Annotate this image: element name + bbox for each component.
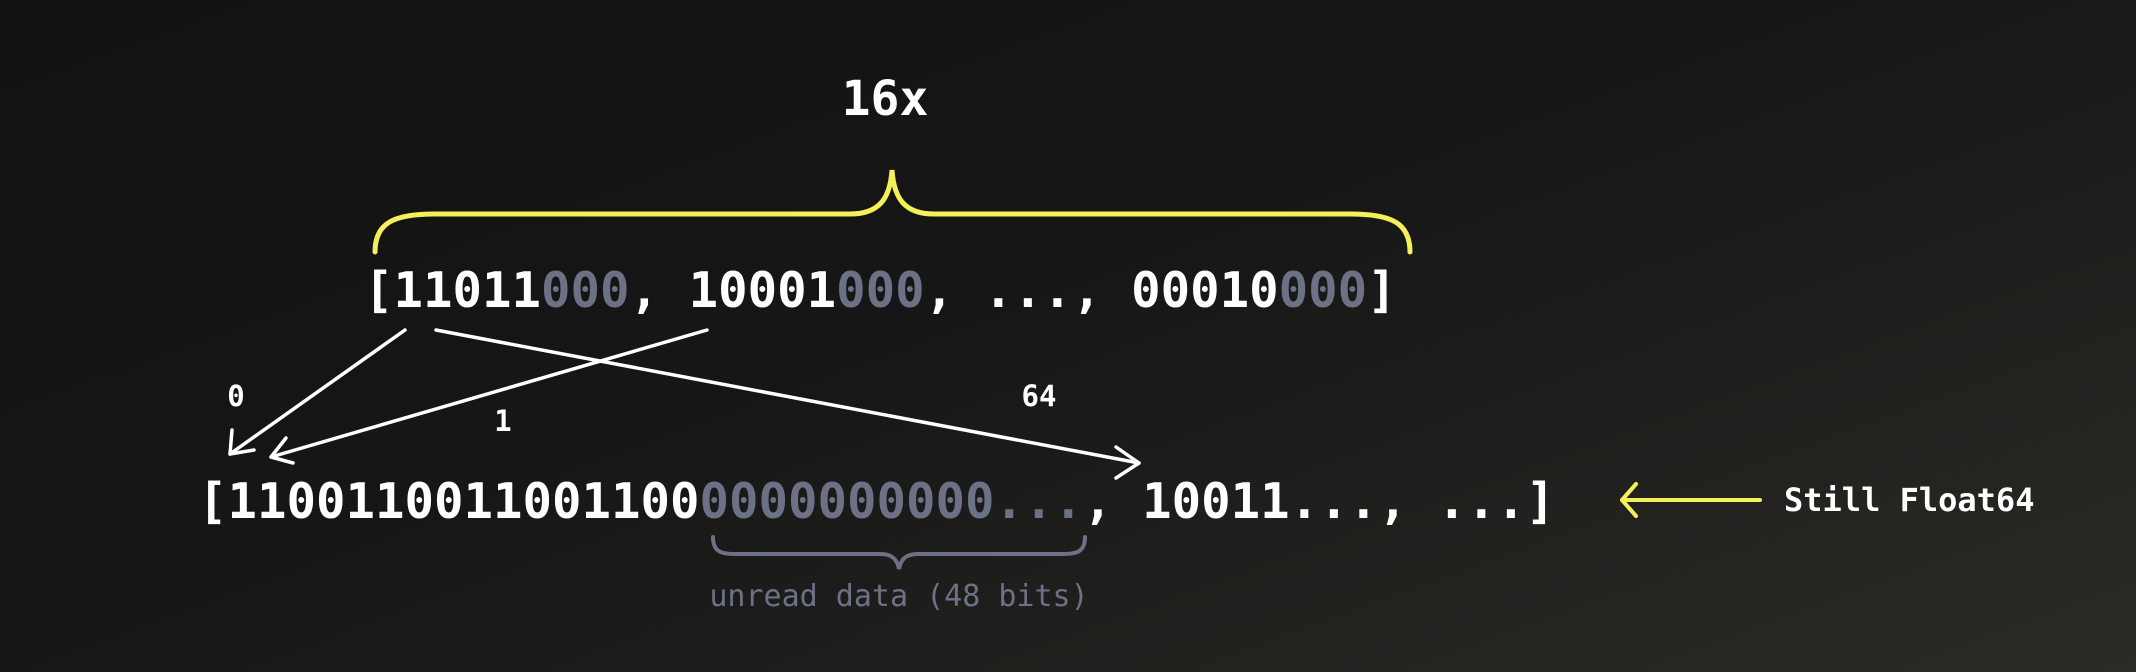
bottom-array-close: ] (1526, 473, 1556, 530)
multiplier-label: 16x (842, 71, 929, 127)
bottom-array-rest: , 10011..., ... (1083, 473, 1526, 530)
separator: , (925, 262, 984, 319)
unread-note: unread data (48 bits) (709, 579, 1088, 614)
yellow-arrow-icon (1620, 482, 1762, 518)
top-array: [11011000, 10001000, ..., 00010000] (364, 262, 1397, 319)
top-item-0-unread: 000 (541, 262, 630, 319)
read-bits: 1100110011001100 (228, 473, 700, 530)
separator: , (1072, 262, 1131, 319)
arrow-to-bit-64 (434, 328, 1141, 480)
unread-ellipsis: ... (995, 473, 1084, 530)
unread-brace (711, 535, 1087, 570)
bottom-array: [11001100110011000000000000..., 10011...… (198, 473, 1555, 530)
top-item-1-unread: 000 (836, 262, 925, 319)
top-item-3-unread: 000 (1279, 262, 1368, 319)
index-label-64: 64 (1022, 379, 1057, 413)
top-item-1-read: 10001 (689, 262, 837, 319)
top-array-close: ] (1367, 262, 1397, 319)
arrow-to-bit-1 (269, 328, 709, 465)
type-note: Still Float64 (1784, 481, 2034, 519)
top-item-3-read: 00010 (1131, 262, 1279, 319)
separator: , (630, 262, 689, 319)
unread-bits: 0000000000 (700, 473, 995, 530)
index-label-1: 1 (494, 404, 511, 438)
top-array-open: [ (364, 262, 394, 319)
bottom-array-open: [ (198, 473, 228, 530)
mapping-arrows (228, 328, 1141, 480)
arrow-to-bit-0 (228, 328, 407, 456)
top-item-2-read: ... (984, 262, 1073, 319)
yellow-brace (372, 169, 1413, 255)
index-label-0: 0 (227, 379, 244, 413)
top-item-0-read: 11011 (394, 262, 542, 319)
